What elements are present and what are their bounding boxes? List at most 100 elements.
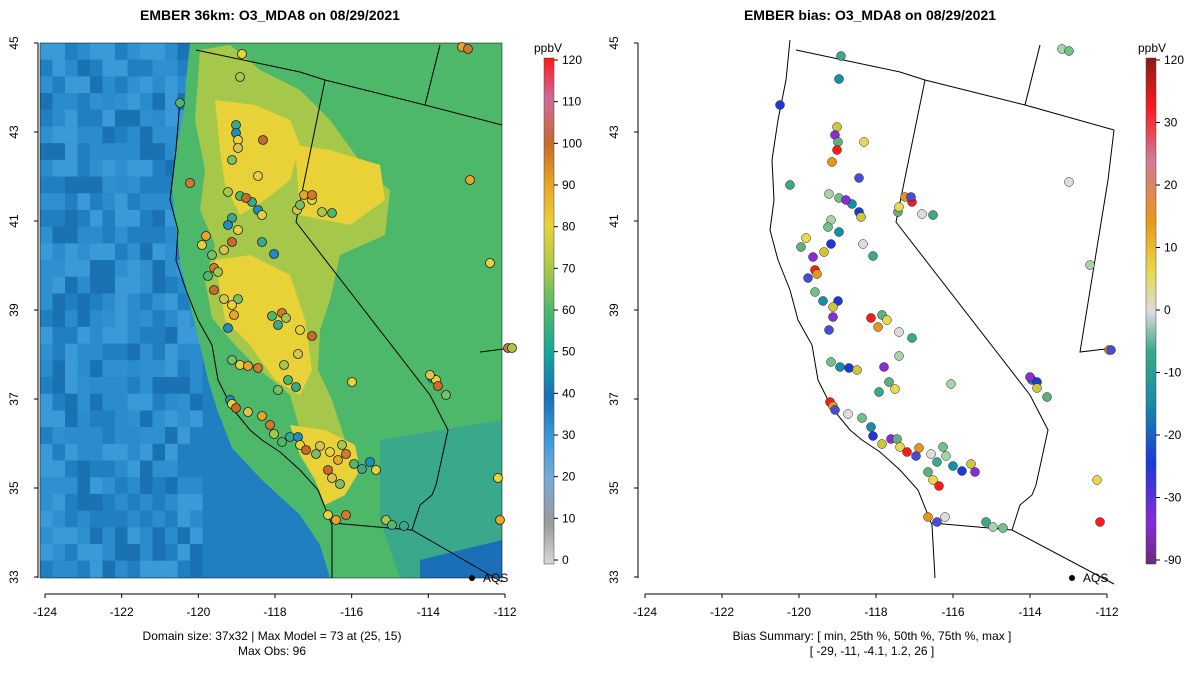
ocean-grid-cell xyxy=(127,544,141,561)
bias-marker xyxy=(988,522,998,532)
ocean-grid-cell xyxy=(52,427,66,444)
ocean-grid-cell xyxy=(127,43,141,60)
southeast-field xyxy=(380,420,502,578)
obs-marker xyxy=(227,355,237,365)
obs-marker xyxy=(441,390,451,400)
bias-marker xyxy=(808,252,818,262)
ocean-grid-cell xyxy=(152,393,166,411)
left-panel-title: EMBER 36km: O3_MDA8 on 08/29/2021 xyxy=(140,7,400,23)
ocean-grid-cell xyxy=(40,360,53,378)
ocean-grid-cell xyxy=(65,126,78,144)
right-colorbar: ppbV 120 30 20 10 0 -10 -20 -30 -90 xyxy=(1138,41,1184,567)
obs-marker xyxy=(293,432,303,442)
ocean-grid-cell xyxy=(52,59,66,77)
bias-marker xyxy=(998,523,1008,533)
ocean-grid-cell xyxy=(102,76,116,94)
colorbar-tick-label: 40 xyxy=(562,386,576,400)
ocean-grid-cell xyxy=(140,377,153,394)
bias-marker xyxy=(866,422,876,432)
ocean-grid-cell xyxy=(140,493,153,511)
bias-marker xyxy=(836,51,846,61)
mx-border-left xyxy=(331,522,503,583)
ocean-grid-cells xyxy=(40,43,203,578)
ocean-grid-cell xyxy=(102,493,116,511)
high-ozone-valley xyxy=(215,255,312,395)
obs-marker xyxy=(495,515,505,525)
ocean-grid-cell xyxy=(115,410,128,428)
right-y-axis: 45 43 41 39 37 35 33 xyxy=(607,36,639,584)
ocean-grid-cell xyxy=(177,443,191,461)
ocean-grid-cell xyxy=(52,143,66,160)
ocean-grid-cell xyxy=(152,226,166,244)
ocean-grid-cell xyxy=(140,427,153,444)
obs-marker xyxy=(301,445,311,455)
ocean-grid-cell xyxy=(190,560,203,578)
colorbar-tick-label: 0 xyxy=(562,553,569,567)
right-caption-line2: [ -29, -11, -4.1, 1.2, 26 ] xyxy=(810,644,935,658)
ocean-grid-cell xyxy=(77,477,91,494)
obs-marker xyxy=(257,411,267,421)
ocean-grid-cell xyxy=(77,443,91,461)
ocean-grid-cell xyxy=(115,310,128,327)
lat-tick-label: 37 xyxy=(607,392,621,406)
bias-marker xyxy=(938,442,948,452)
obs-marker xyxy=(493,473,503,483)
obs-marker xyxy=(465,175,475,185)
ocean-grid-cell xyxy=(40,377,53,394)
ocean-grid-cell xyxy=(190,460,203,478)
bias-marker xyxy=(832,145,842,155)
ocean-grid-cell xyxy=(115,443,128,461)
obs-marker xyxy=(349,459,359,469)
ocean-grid-cell xyxy=(40,443,53,461)
bias-marker xyxy=(803,273,813,283)
ocean-grid-cell xyxy=(127,276,141,294)
ocean-grid-cell xyxy=(65,59,78,77)
ocean-grid-cell xyxy=(52,326,66,344)
colorbar-tick-label: 30 xyxy=(1164,116,1178,130)
ocean-grid-cell xyxy=(127,293,141,311)
ocean-grid-cell xyxy=(102,393,116,411)
ocean-grid-cell xyxy=(52,193,66,211)
ocean-grid-cell xyxy=(140,126,153,144)
ocean-grid-cell xyxy=(177,577,191,578)
ocean-grid-cell xyxy=(140,326,153,344)
obs-marker xyxy=(223,187,233,197)
bias-marker xyxy=(970,467,980,477)
obs-marker xyxy=(283,375,293,385)
mx-border-right xyxy=(931,522,1115,585)
bias-marker xyxy=(844,363,854,373)
left-colorbar-unit: ppbV xyxy=(534,41,562,55)
ocean-grid-cell xyxy=(115,210,128,227)
bias-marker xyxy=(859,137,869,147)
bias-marker xyxy=(892,434,902,444)
bias-marker xyxy=(819,247,829,257)
bias-marker xyxy=(934,481,944,491)
ocean-grid-cell xyxy=(152,544,166,561)
obs-marker xyxy=(365,457,375,467)
aqs-marker-right xyxy=(1069,575,1075,581)
ca-nv-border-right xyxy=(895,79,1049,531)
ocean-grid-cell xyxy=(77,493,91,511)
bias-marker xyxy=(812,269,822,279)
right-x-axis: -124 -122 -120 -118 -116 -114 -112 xyxy=(633,593,1119,619)
ocean-grid-cell xyxy=(90,126,103,144)
obs-marker xyxy=(227,155,237,165)
bias-marker xyxy=(914,443,924,453)
ocean-grid-cell xyxy=(140,243,153,261)
bias-marker xyxy=(775,100,785,110)
obs-marker xyxy=(253,171,263,181)
ocean-grid-cell xyxy=(152,410,166,428)
ocean-grid-cell xyxy=(77,193,91,211)
ocean-grid-cell xyxy=(127,93,141,110)
obs-marker xyxy=(197,240,207,250)
ocean-grid-cell xyxy=(177,460,191,478)
bias-marker xyxy=(810,287,820,297)
ocean-grid-cell xyxy=(65,377,78,394)
ocean-grid-cell xyxy=(165,493,178,511)
colorbar-tick-label: 30 xyxy=(562,428,576,442)
ocean-grid-cell xyxy=(115,477,128,494)
obs-marker xyxy=(223,220,233,230)
ocean-grid-cell xyxy=(40,427,53,444)
obs-marker xyxy=(273,320,283,330)
ocean-grid-cell xyxy=(65,293,78,311)
